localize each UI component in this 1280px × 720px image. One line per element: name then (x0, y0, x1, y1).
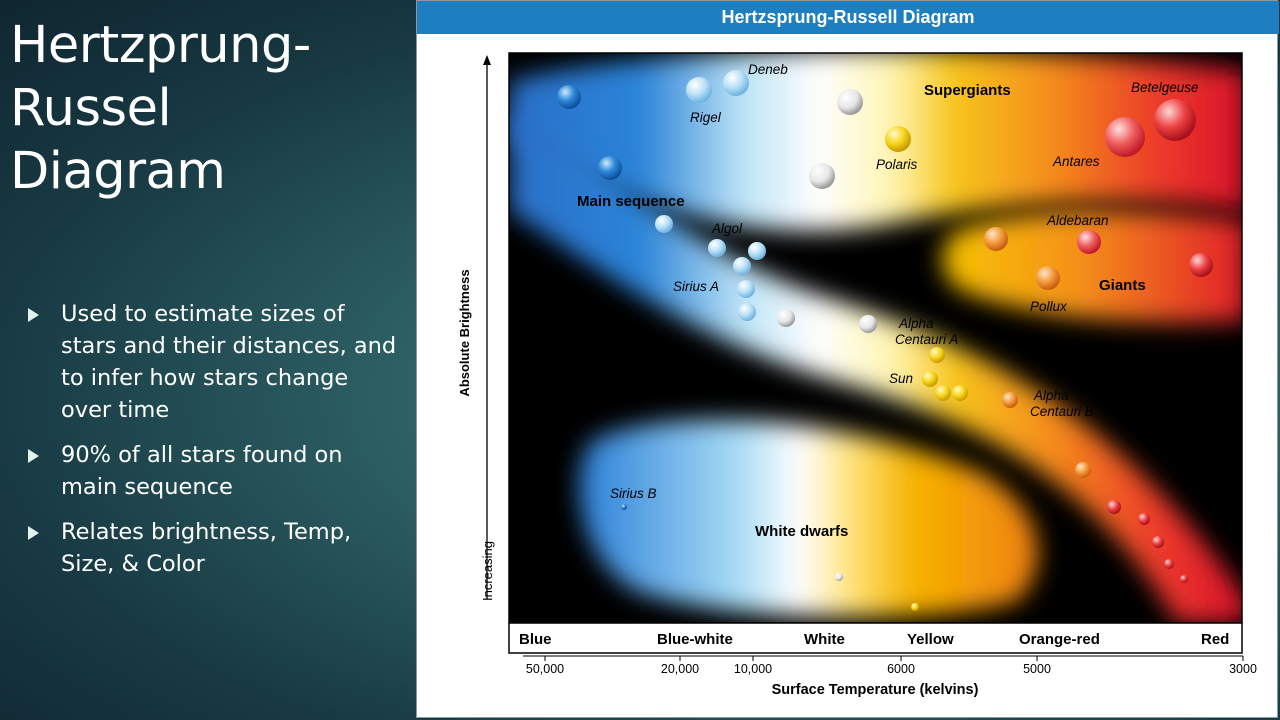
region-white-dwarfs: White dwarfs (755, 523, 848, 540)
star-label-aldebaran: Aldebaran (1046, 213, 1109, 228)
hr-diagram-image: Hertzsprung-Russell Diagram (416, 0, 1279, 718)
bullet-item: Relates brightness, Temp, Size, & Color (26, 516, 401, 580)
slide-title: Hertzprung- Russel Diagram (10, 14, 405, 203)
star-marker (1036, 266, 1060, 290)
y-axis-increasing-label: Increasing (480, 541, 495, 601)
diagram-title: Hertzsprung-Russell Diagram (721, 7, 975, 27)
star-marker (859, 315, 877, 333)
star-marker (738, 303, 756, 321)
star-marker (835, 573, 843, 581)
bullet-arrow-icon (28, 308, 39, 322)
star-label-polaris: Polaris (876, 157, 918, 172)
arrow-head-icon (483, 55, 491, 65)
star-label-deneb: Deneb (748, 62, 788, 77)
star-label-sirius-b: Sirius B (610, 486, 657, 501)
star-marker (1152, 536, 1164, 548)
diagram-header-bar: Hertzsprung-Russell Diagram (417, 1, 1279, 34)
star-marker (837, 89, 863, 115)
star-marker (929, 347, 945, 363)
star-label-antares: Antares (1052, 154, 1100, 169)
star-marker (733, 257, 751, 275)
bullet-list: Used to estimate sizes of stars and thei… (26, 298, 401, 593)
bullet-arrow-icon (28, 449, 39, 463)
bullet-item: 90% of all stars found on main sequence (26, 439, 401, 503)
hr-diagram: Absolute Brightness Increasing Blue Blue… (457, 52, 1257, 698)
color-label-orange-red: Orange-red (1019, 631, 1100, 648)
x-axis-label: Surface Temperature (kelvins) (772, 682, 979, 698)
star-label-alpha-centauri-a-1: Alpha (898, 316, 934, 331)
star-marker (621, 504, 627, 510)
star-marker (1180, 575, 1188, 583)
star-marker (777, 309, 795, 327)
star-marker (1164, 559, 1174, 569)
star-marker (911, 603, 919, 611)
region-main-sequence: Main sequence (577, 193, 685, 210)
region-glows (509, 53, 1242, 623)
star-marker (1138, 513, 1150, 525)
star-marker (984, 227, 1008, 251)
star-marker (598, 156, 622, 180)
star-label-alpha-centauri-a-2: Centauri A (895, 332, 958, 347)
temp-tick-20000: 20,000 (661, 662, 699, 676)
temp-tick-5000: 5000 (1023, 662, 1051, 676)
star-marker (922, 371, 938, 387)
star-marker (1189, 253, 1213, 277)
color-label-blue: Blue (519, 631, 552, 648)
star-marker (935, 385, 951, 401)
star-marker (737, 280, 755, 298)
temp-tick-50000: 50,000 (526, 662, 564, 676)
color-label-red: Red (1201, 631, 1229, 648)
bullet-arrow-icon (28, 526, 39, 540)
bullet-text: 90% of all stars found on main sequence (61, 442, 343, 500)
temp-tick-10000: 10,000 (734, 662, 772, 676)
star-marker (655, 215, 673, 233)
title-line-2: Russel (10, 79, 172, 138)
star-marker (1105, 117, 1145, 157)
color-row (508, 622, 1243, 654)
color-label-white: White (804, 631, 845, 648)
star-label-betelgeuse: Betelgeuse (1131, 80, 1199, 95)
y-axis-label: Absolute Brightness (457, 269, 472, 396)
star-marker (723, 70, 749, 96)
star-label-pollux: Pollux (1030, 299, 1068, 314)
star-marker (686, 77, 712, 103)
star-label-sun: Sun (889, 371, 913, 386)
temp-tick-6000: 6000 (887, 662, 915, 676)
star-marker (1075, 462, 1091, 478)
star-label-alpha-centauri-b-2: Centauri B (1030, 404, 1094, 419)
star-label-algol: Algol (711, 221, 743, 236)
temp-tick-3000: 3000 (1229, 662, 1257, 676)
x-axis-ticks (544, 656, 1244, 661)
star-label-sirius-a: Sirius A (673, 279, 719, 294)
star-marker (1154, 99, 1196, 141)
star-marker (1107, 500, 1121, 514)
bullet-item: Used to estimate sizes of stars and thei… (26, 298, 401, 426)
star-marker (809, 163, 835, 189)
color-label-yellow: Yellow (907, 631, 954, 648)
star-marker (708, 239, 726, 257)
star-marker (885, 126, 911, 152)
title-line-1: Hertzprung- (10, 16, 311, 75)
star-marker (748, 242, 766, 260)
region-giants: Giants (1099, 277, 1146, 294)
star-label-alpha-centauri-b-1: Alpha (1033, 388, 1069, 403)
bullet-text: Relates brightness, Temp, Size, & Color (61, 519, 352, 577)
star-marker (1002, 392, 1018, 408)
star-marker (557, 85, 581, 109)
star-marker (1077, 230, 1101, 254)
title-line-3: Diagram (10, 142, 226, 201)
region-supergiants: Supergiants (924, 82, 1011, 99)
star-marker (952, 385, 968, 401)
star-label-rigel: Rigel (690, 110, 722, 125)
star-markers (557, 70, 1213, 611)
color-label-blue-white: Blue-white (657, 631, 733, 648)
bullet-text: Used to estimate sizes of stars and thei… (61, 301, 397, 423)
